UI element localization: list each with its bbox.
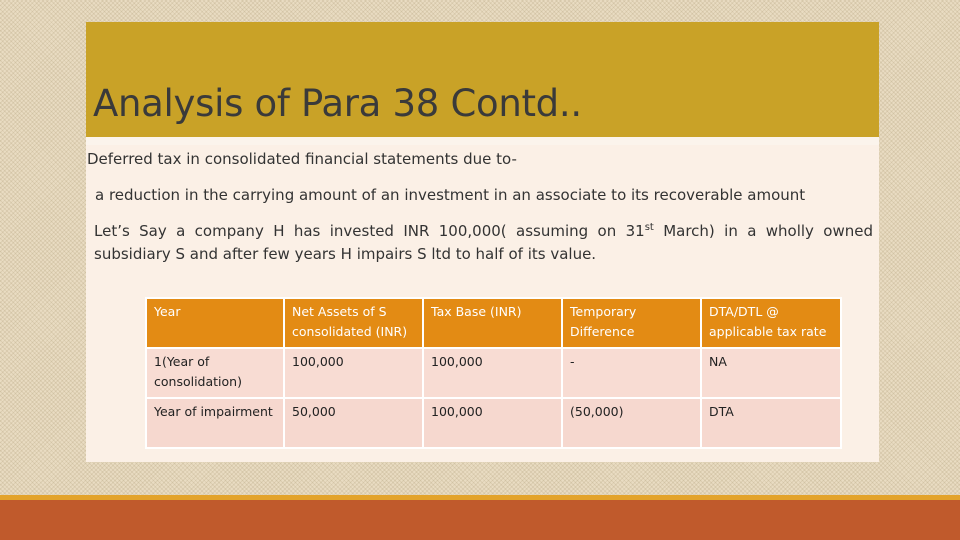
table-header-row: Year Net Assets of S consolidated (INR) … (145, 297, 842, 349)
table-cell: 100,000 (422, 397, 563, 449)
table-cell: - (561, 347, 702, 399)
table-row: Year of impairment 50,000 100,000 (50,00… (145, 397, 842, 449)
slide-panel: Analysis of Para 38 Contd.. Deferred tax… (86, 22, 879, 462)
example-text-part-2: March) in a wholly owned subsidiary S an… (94, 222, 874, 263)
table-cell: 100,000 (422, 347, 563, 399)
table-cell: (50,000) (561, 397, 702, 449)
header-year: Year (145, 297, 285, 349)
table-cell: NA (700, 347, 842, 399)
bottom-accent-stripe (0, 495, 960, 500)
table-cell: Year of impairment (145, 397, 285, 449)
deferred-tax-table: Year Net Assets of S consolidated (INR) … (145, 297, 842, 449)
intro-paragraph: Deferred tax in consolidated financial s… (87, 150, 517, 168)
table-row: 1(Year of consolidation) 100,000 100,000… (145, 347, 842, 399)
header-dta-dtl: DTA/DTL @ applicable tax rate (700, 297, 842, 349)
bottom-band (0, 500, 960, 540)
table-cell: 100,000 (283, 347, 424, 399)
reason-paragraph: a reduction in the carrying amount of an… (95, 186, 806, 204)
table-cell: 1(Year of consolidation) (145, 347, 285, 399)
header-temporary-difference: Temporary Difference (561, 297, 702, 349)
slide-title: Analysis of Para 38 Contd.. (93, 82, 582, 125)
title-bar: Analysis of Para 38 Contd.. (86, 22, 879, 137)
table-cell: 50,000 (283, 397, 424, 449)
table-cell: DTA (700, 397, 842, 449)
example-text-part-1: Let’s Say a company H has invested INR 1… (94, 222, 645, 240)
example-paragraph: Let’s Say a company H has invested INR 1… (94, 220, 873, 266)
header-net-assets: Net Assets of S consolidated (INR) (283, 297, 424, 349)
header-tax-base: Tax Base (INR) (422, 297, 563, 349)
ordinal-suffix: st (644, 222, 654, 233)
